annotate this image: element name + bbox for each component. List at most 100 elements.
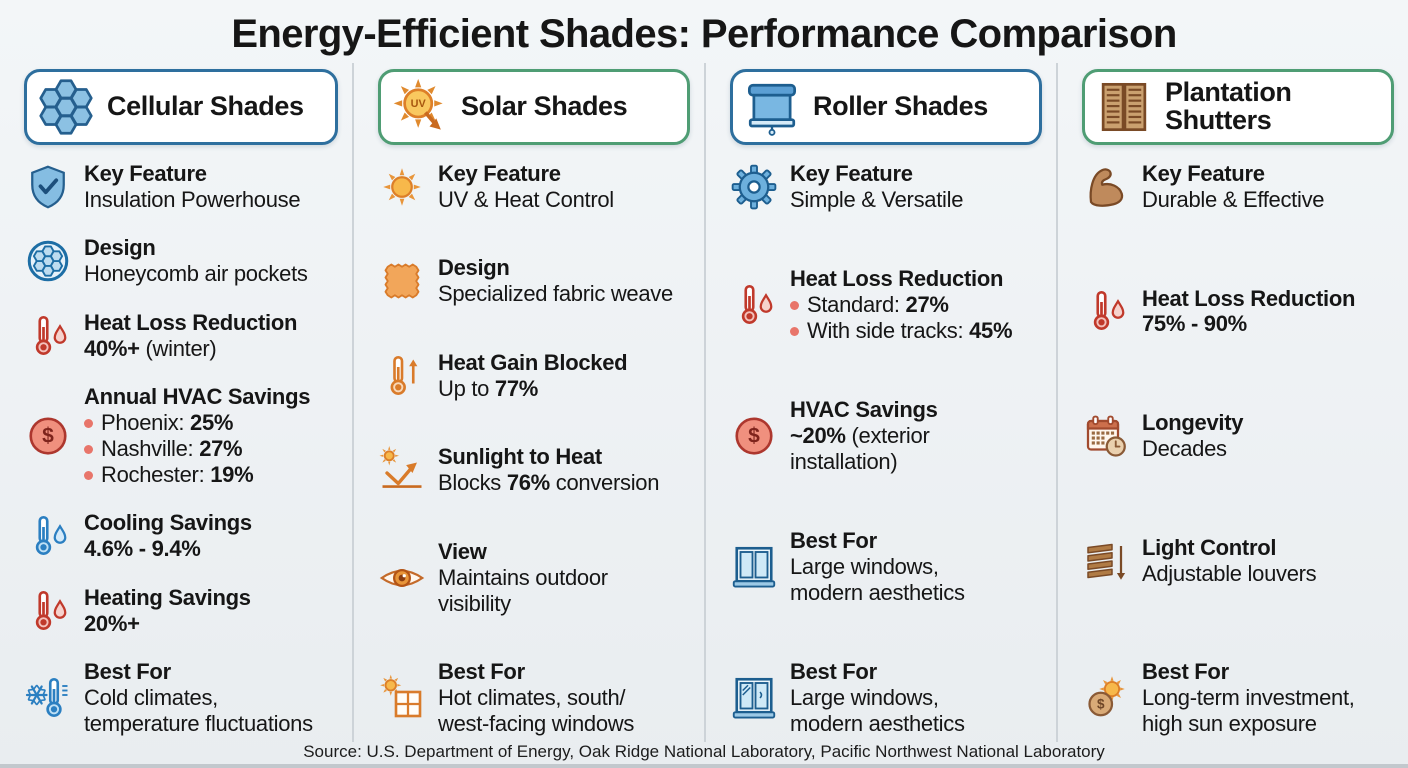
feature-label: Design xyxy=(438,255,510,281)
feature-row: Sunlight to Heat Blocks 76% conversion xyxy=(378,444,696,496)
bullet-dot-icon xyxy=(790,326,799,336)
shield-check-icon xyxy=(24,163,72,211)
feature-text: Key Feature Durable & Effective xyxy=(1142,161,1325,213)
feature-value-line: Phoenix: 25% xyxy=(84,410,310,436)
feature-row: Key Feature Insulation Powerhouse xyxy=(24,161,344,213)
feature-value-line: Nashville: 27% xyxy=(84,436,310,462)
feature-text: Heating Savings 20%+ xyxy=(84,585,251,637)
feature-row: Heating Savings 20%+ xyxy=(24,585,344,637)
feature-value-line: temperature fluctuations xyxy=(84,710,313,736)
feature-row: Design Specialized fabric weave xyxy=(378,255,696,307)
feature-label: Heating Savings xyxy=(84,584,251,610)
feature-value-line: Specialized fabric weave xyxy=(438,281,673,307)
feature-label: Design xyxy=(84,235,156,261)
feature-text: Best For Hot climates, south/west-facing … xyxy=(438,659,634,737)
dollar-circle-icon: $ xyxy=(24,412,72,460)
calendar-clock-icon xyxy=(1082,412,1130,460)
snowflake-thermometer-icon xyxy=(24,674,72,722)
feature-value-line: Up to 77% xyxy=(438,375,539,401)
column-title: Roller Shades xyxy=(813,91,988,122)
column-body: Key Feature UV & Heat Control Design Specia… xyxy=(378,161,698,737)
bullet-dot-icon xyxy=(84,444,93,454)
svg-text:$: $ xyxy=(42,425,54,448)
sun-bounce-icon xyxy=(378,446,426,494)
feature-row: Heat Loss Reduction 40%+ (winter) xyxy=(24,310,344,362)
eye-icon xyxy=(378,554,426,602)
source-text: Source: U.S. Department of Energy, Oak R… xyxy=(303,742,1105,761)
feature-row: View Maintains outdoor visibility xyxy=(378,539,696,617)
svg-text:$: $ xyxy=(1097,697,1105,712)
column-title: Solar Shades xyxy=(461,91,628,122)
feature-row: Best For Cold climates, temperature fluctu… xyxy=(24,659,344,737)
thermometer-droplet-red-icon xyxy=(24,312,72,360)
feature-row: Best For Large windows, modern aesthetics xyxy=(730,659,1048,737)
honeycomb-icon xyxy=(37,78,95,136)
feature-row: Cooling Savings 4.6% - 9.4% xyxy=(24,510,344,562)
feature-value-line: Decades xyxy=(1142,436,1227,462)
column-header-cellular-shades: Cellular Shades xyxy=(24,69,338,145)
feature-label: Key Feature xyxy=(438,161,561,186)
feature-row: $ HVAC Savings ~20% (exterior installation) xyxy=(730,397,1048,475)
window-glare-icon xyxy=(730,674,778,722)
column-body: Key Feature Simple & Versatile Heat Loss R… xyxy=(730,161,1050,737)
feature-text: Key Feature Insulation Powerhouse xyxy=(84,161,301,213)
window-icon xyxy=(730,543,778,591)
feature-row: $ Annual HVAC Savings Phoenix: 25% Nashvill… xyxy=(24,384,344,488)
feature-value-line: With side tracks: 45% xyxy=(790,318,1013,344)
feature-label: HVAC Savings xyxy=(790,397,938,423)
feature-text: Heat Loss Reduction 40%+ (winter) xyxy=(84,310,297,362)
column-roller-shades: Roller Shades Key Feature Simple & Versati… xyxy=(704,63,1056,742)
feature-row: Best For Large windows, modern aesthetics xyxy=(730,528,1048,606)
bullet-dot-icon xyxy=(84,470,93,480)
feature-text: Longevity Decades xyxy=(1142,410,1244,462)
sun-icon xyxy=(378,163,426,211)
feature-text: Best For Large windows, modern aesthetics xyxy=(790,659,965,737)
feature-value-line: modern aesthetics xyxy=(790,711,965,737)
coin-sun-icon: $ xyxy=(1082,674,1130,722)
feature-value-line: installation) xyxy=(790,448,898,474)
feature-text: Key Feature UV & Heat Control xyxy=(438,161,614,213)
feature-text: Sunlight to Heat Blocks 76% conversion xyxy=(438,444,659,496)
feature-row: Heat Loss Reduction 75% - 90% xyxy=(1082,286,1400,338)
feature-label: Heat Loss Reduction xyxy=(84,309,298,335)
roller-shade-icon xyxy=(743,78,801,136)
feature-value-line: Maintains outdoor xyxy=(438,564,608,590)
feature-value-line: Blocks 76% conversion xyxy=(438,470,660,496)
feature-text: Heat Loss Reduction Standard: 27% With sid… xyxy=(790,266,1013,344)
feature-value-line: Large windows, xyxy=(790,685,939,711)
feature-text: Best For Long-term investment, high sun ex… xyxy=(1142,659,1355,737)
feature-text: Heat Gain Blocked Up to 77% xyxy=(438,350,628,402)
svg-text:UV: UV xyxy=(411,98,427,110)
column-header-plantation-shutters: Plantation Shutters xyxy=(1082,69,1394,145)
feature-row: $ Best For Long-term investment, high sun e… xyxy=(1082,659,1400,737)
feature-label: Longevity xyxy=(1142,410,1244,436)
feature-text: Design Honeycomb air pockets xyxy=(84,235,308,287)
feature-row: Key Feature Durable & Effective xyxy=(1082,161,1400,213)
feature-row: Heat Loss Reduction Standard: 27% With sid… xyxy=(730,266,1048,344)
feature-value-line: 40%+ (winter) xyxy=(84,335,217,361)
dollar-circle-icon: $ xyxy=(730,412,778,460)
feature-value-line: Insulation Powerhouse xyxy=(84,186,301,212)
page-title: Energy-Efficient Shades: Performance Com… xyxy=(231,12,1177,56)
feature-value-line: Standard: 27% xyxy=(790,292,1012,318)
column-header-roller-shades: Roller Shades xyxy=(730,69,1042,145)
feature-text: Key Feature Simple & Versatile xyxy=(790,161,963,213)
bicep-icon xyxy=(1082,163,1130,211)
feature-value-line: 4.6% - 9.4% xyxy=(84,536,201,562)
feature-value-line: 20%+ xyxy=(84,610,140,636)
svg-text:$: $ xyxy=(748,425,760,448)
feature-label: Annual HVAC Savings xyxy=(84,384,311,410)
bullet-dot-icon xyxy=(84,419,93,429)
feature-row: Design Honeycomb air pockets xyxy=(24,235,344,287)
feature-value-line: Long-term investment, xyxy=(1142,685,1355,711)
feature-value-line: Hot climates, south/ xyxy=(438,685,626,711)
feature-value-line: UV & Heat Control xyxy=(438,186,614,212)
gear-icon xyxy=(730,163,778,211)
fabric-swatch-icon xyxy=(378,257,426,305)
sun-uv-icon: UV xyxy=(391,78,449,136)
feature-text: Best For Large windows, modern aesthetics xyxy=(790,528,965,606)
feature-text: Design Specialized fabric weave xyxy=(438,255,673,307)
feature-text: Light Control Adjustable louvers xyxy=(1142,535,1317,587)
feature-value-line: Durable & Effective xyxy=(1142,186,1325,212)
feature-row: Key Feature Simple & Versatile xyxy=(730,161,1048,213)
